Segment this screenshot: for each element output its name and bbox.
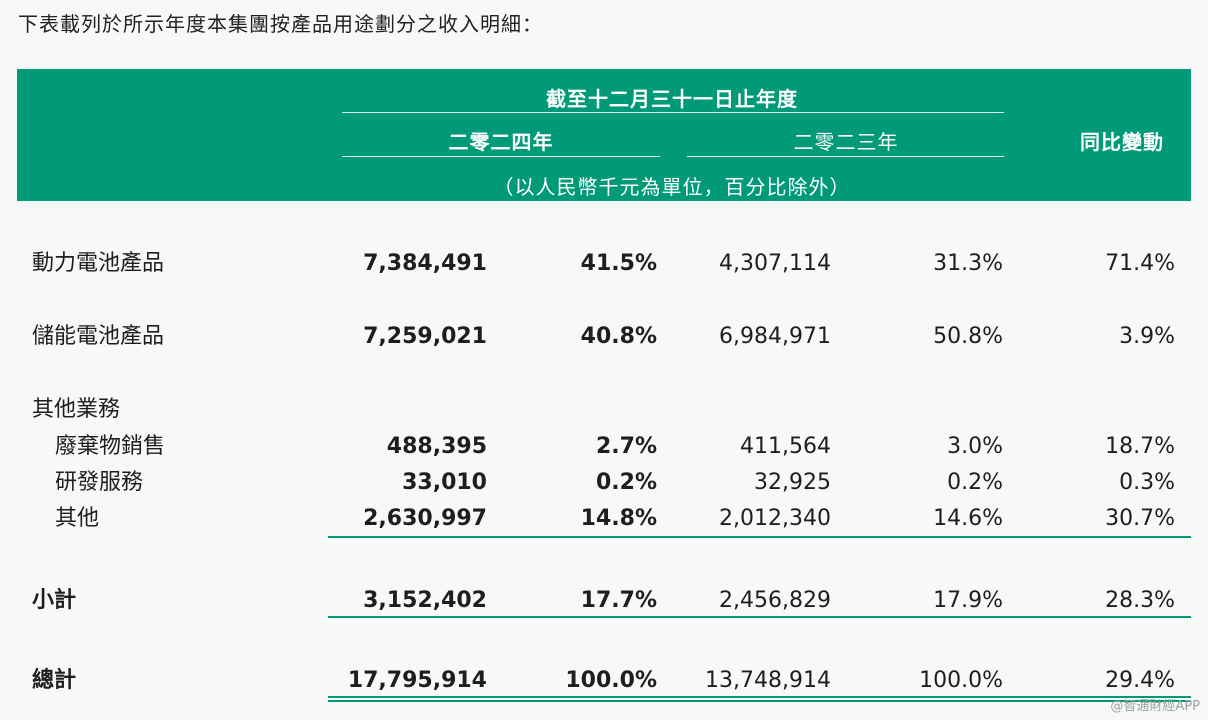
revenue-2023: 32,925 bbox=[754, 470, 831, 495]
revenue-2024: 33,010 bbox=[402, 470, 487, 495]
row-label: 儲能電池產品 bbox=[32, 324, 165, 349]
share-2023: 100.0% bbox=[919, 668, 1003, 693]
watermark: @智通財經APP bbox=[1110, 699, 1200, 714]
yoy-heading: 同比變動 bbox=[1080, 130, 1164, 154]
yoy-change: 0.3% bbox=[1119, 470, 1175, 495]
yoy-change: 29.4% bbox=[1105, 668, 1175, 693]
total-label: 總計 bbox=[32, 668, 77, 693]
revenue-2023: 6,984,971 bbox=[719, 324, 831, 349]
revenue-2023: 4,307,114 bbox=[719, 251, 831, 276]
share-2024: 14.8% bbox=[580, 506, 657, 531]
share-2023: 31.3% bbox=[933, 251, 1003, 276]
year-2023-heading: 二零二三年 bbox=[793, 130, 899, 154]
share-2024: 2.7% bbox=[595, 434, 657, 459]
share-2024: 100.0% bbox=[565, 668, 657, 693]
share-2023: 17.9% bbox=[933, 588, 1003, 613]
yoy-change: 18.7% bbox=[1105, 434, 1175, 459]
revenue-2024: 3,152,402 bbox=[363, 588, 487, 613]
share-2024: 41.5% bbox=[580, 251, 657, 276]
share-2023: 0.2% bbox=[947, 470, 1003, 495]
row-label: 動力電池產品 bbox=[32, 251, 165, 276]
total-rule bbox=[328, 616, 1191, 618]
revenue-2024: 17,795,914 bbox=[347, 668, 487, 693]
group-label: 其他業務 bbox=[32, 397, 121, 422]
yoy-change: 30.7% bbox=[1105, 506, 1175, 531]
intro-text: 下表載列於所示年度本集團按產品用途劃分之收入明細： bbox=[18, 12, 543, 36]
year-2024-heading: 二零二四年 bbox=[448, 130, 554, 154]
revenue-2024: 7,384,491 bbox=[363, 251, 487, 276]
year-2023-underline bbox=[687, 156, 1004, 157]
yoy-change: 71.4% bbox=[1105, 251, 1175, 276]
row-label: 研發服務 bbox=[55, 470, 144, 495]
revenue-2024: 7,259,021 bbox=[363, 324, 487, 349]
share-2023: 50.8% bbox=[933, 324, 1003, 349]
share-2024: 40.8% bbox=[580, 324, 657, 349]
row-label: 其他 bbox=[55, 506, 100, 531]
revenue-2023: 411,564 bbox=[740, 434, 831, 459]
share-2024: 17.7% bbox=[580, 588, 657, 613]
subtotal-label: 小計 bbox=[32, 588, 77, 613]
share-2023: 14.6% bbox=[933, 506, 1003, 531]
total-double-rule-bottom bbox=[328, 700, 1191, 702]
share-2024: 0.2% bbox=[595, 470, 657, 495]
total-double-rule-top bbox=[328, 696, 1191, 698]
revenue-2023: 2,456,829 bbox=[719, 588, 831, 613]
year-2024-underline bbox=[342, 156, 660, 157]
revenue-2023: 2,012,340 bbox=[719, 506, 831, 531]
revenue-2023: 13,748,914 bbox=[705, 668, 831, 693]
subtotal-rule bbox=[328, 536, 1191, 538]
period-underline bbox=[342, 112, 1004, 113]
row-label: 廢棄物銷售 bbox=[55, 434, 166, 459]
table-header: 截至十二月三十一日止年度 二零二四年 二零二三年 （以人民幣千元為單位，百分比除… bbox=[17, 69, 1191, 201]
revenue-2024: 488,395 bbox=[386, 434, 487, 459]
revenue-2024: 2,630,997 bbox=[363, 506, 487, 531]
yoy-change: 3.9% bbox=[1119, 324, 1175, 349]
yoy-change: 28.3% bbox=[1105, 588, 1175, 613]
unit-note: （以人民幣千元為單位，百分比除外） bbox=[493, 175, 851, 199]
period-heading: 截至十二月三十一日止年度 bbox=[546, 87, 798, 111]
share-2023: 3.0% bbox=[947, 434, 1003, 459]
